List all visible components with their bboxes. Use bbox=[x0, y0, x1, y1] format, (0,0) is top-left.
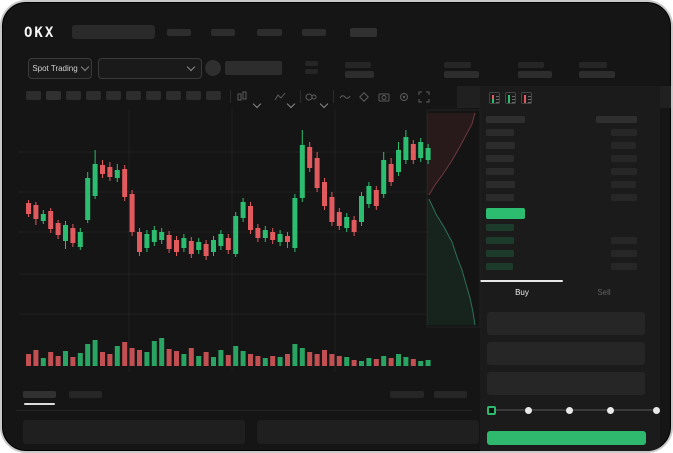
ask-row-amount[interactable] bbox=[611, 129, 637, 136]
toolbar-divider bbox=[300, 90, 301, 103]
bottom-tab-placeholder[interactable] bbox=[69, 391, 102, 398]
orderbook-header-placeholder[interactable] bbox=[596, 116, 637, 123]
nav-item-placeholder[interactable] bbox=[302, 29, 326, 36]
slider-stop-dot[interactable] bbox=[525, 407, 532, 414]
pair-name-placeholder bbox=[225, 61, 282, 75]
nav-item-placeholder[interactable] bbox=[211, 29, 235, 36]
bottom-action-placeholder[interactable] bbox=[390, 391, 424, 398]
price-input[interactable] bbox=[487, 312, 645, 335]
active-tab-indicator bbox=[480, 280, 563, 282]
orderbook-view-both-icon[interactable] bbox=[489, 92, 500, 104]
tab-buy[interactable]: Buy bbox=[515, 288, 529, 297]
line-tool-icon[interactable] bbox=[339, 91, 351, 103]
bid-row-price[interactable] bbox=[486, 237, 514, 244]
tab-sell[interactable]: Sell bbox=[597, 288, 611, 297]
timeframe-button[interactable] bbox=[186, 91, 201, 100]
stat-label-placeholder bbox=[345, 62, 371, 68]
fullscreen-icon[interactable] bbox=[418, 91, 430, 103]
toolbar-divider bbox=[230, 90, 231, 103]
bid-row-price[interactable] bbox=[486, 250, 514, 257]
bottom-action-placeholder[interactable] bbox=[434, 391, 467, 398]
bid-row-amount[interactable] bbox=[611, 263, 637, 270]
orderbook-view-asks-icon[interactable] bbox=[521, 92, 532, 104]
ask-row-price[interactable] bbox=[486, 168, 514, 175]
orders-table-placeholder bbox=[257, 420, 479, 444]
ask-row-price[interactable] bbox=[486, 129, 514, 136]
timeframe-button[interactable] bbox=[126, 91, 141, 100]
ask-row-amount[interactable] bbox=[611, 181, 636, 188]
nav-item-placeholder[interactable] bbox=[257, 29, 282, 36]
ask-row-price[interactable] bbox=[486, 155, 514, 162]
bid-row-price[interactable] bbox=[486, 263, 513, 270]
slider-stop-dot[interactable] bbox=[653, 407, 660, 414]
orderbook-header-placeholder[interactable] bbox=[486, 116, 525, 123]
indicator-icon[interactable] bbox=[274, 91, 286, 103]
draw-tool-icon[interactable] bbox=[358, 91, 370, 103]
price-placeholder bbox=[305, 69, 318, 74]
divider bbox=[16, 410, 472, 411]
stat-label-placeholder bbox=[444, 62, 471, 68]
ask-row-amount[interactable] bbox=[611, 194, 637, 201]
timeframe-button[interactable] bbox=[46, 91, 61, 100]
timeframe-button[interactable] bbox=[146, 91, 161, 100]
camera-icon[interactable] bbox=[378, 91, 390, 103]
stat-value-placeholder bbox=[345, 71, 374, 78]
ask-row-price[interactable] bbox=[486, 194, 514, 201]
timeframe-button[interactable] bbox=[66, 91, 81, 100]
bid-row-price[interactable] bbox=[486, 224, 514, 231]
candle-style-icon[interactable] bbox=[236, 91, 248, 103]
stat-label-placeholder bbox=[579, 62, 607, 68]
timeframe-button[interactable] bbox=[106, 91, 121, 100]
timeframe-button[interactable] bbox=[206, 91, 221, 100]
bid-row-amount[interactable] bbox=[611, 250, 637, 257]
coin-avatar bbox=[205, 60, 221, 76]
slider-stop-dot[interactable] bbox=[566, 407, 573, 414]
stat-value-placeholder bbox=[579, 71, 615, 78]
timeframe-button[interactable] bbox=[26, 91, 41, 100]
amount-slider-handle[interactable] bbox=[487, 406, 496, 415]
timeframe-button[interactable] bbox=[86, 91, 101, 100]
stat-label-placeholder bbox=[518, 62, 544, 68]
nav-item-placeholder[interactable] bbox=[350, 28, 377, 37]
buy-submit-button[interactable] bbox=[487, 431, 646, 445]
last-price-bar[interactable] bbox=[486, 208, 525, 219]
market-type-label: Spot Trading bbox=[32, 64, 78, 73]
ask-row-price[interactable] bbox=[486, 181, 515, 188]
price-placeholder bbox=[305, 61, 318, 66]
okx-logo: OKX bbox=[24, 25, 56, 41]
bottom-tab-underline bbox=[24, 403, 55, 405]
search-input[interactable] bbox=[72, 25, 155, 39]
bottom-tab-placeholder[interactable] bbox=[23, 391, 56, 398]
compare-icon[interactable] bbox=[305, 91, 317, 103]
orderbook-view-bids-icon[interactable] bbox=[505, 92, 516, 104]
settings-gear-icon[interactable] bbox=[398, 91, 410, 103]
market-type-dropdown[interactable]: Spot Trading bbox=[28, 58, 92, 79]
ask-row-amount[interactable] bbox=[611, 155, 637, 162]
total-input[interactable] bbox=[487, 372, 645, 395]
amount-input[interactable] bbox=[487, 342, 645, 365]
bid-row-amount[interactable] bbox=[611, 237, 637, 244]
ask-row-amount[interactable] bbox=[611, 142, 636, 149]
toolbar-divider bbox=[333, 90, 334, 103]
orders-table-placeholder bbox=[23, 420, 245, 444]
pair-select-dropdown[interactable] bbox=[98, 58, 202, 79]
stat-value-placeholder bbox=[518, 71, 552, 78]
slider-stop-dot[interactable] bbox=[607, 407, 614, 414]
stat-value-placeholder bbox=[444, 71, 479, 78]
ask-row-amount[interactable] bbox=[611, 168, 637, 175]
nav-item-placeholder[interactable] bbox=[167, 29, 191, 36]
timeframe-button[interactable] bbox=[166, 91, 181, 100]
ask-row-price[interactable] bbox=[486, 142, 515, 149]
